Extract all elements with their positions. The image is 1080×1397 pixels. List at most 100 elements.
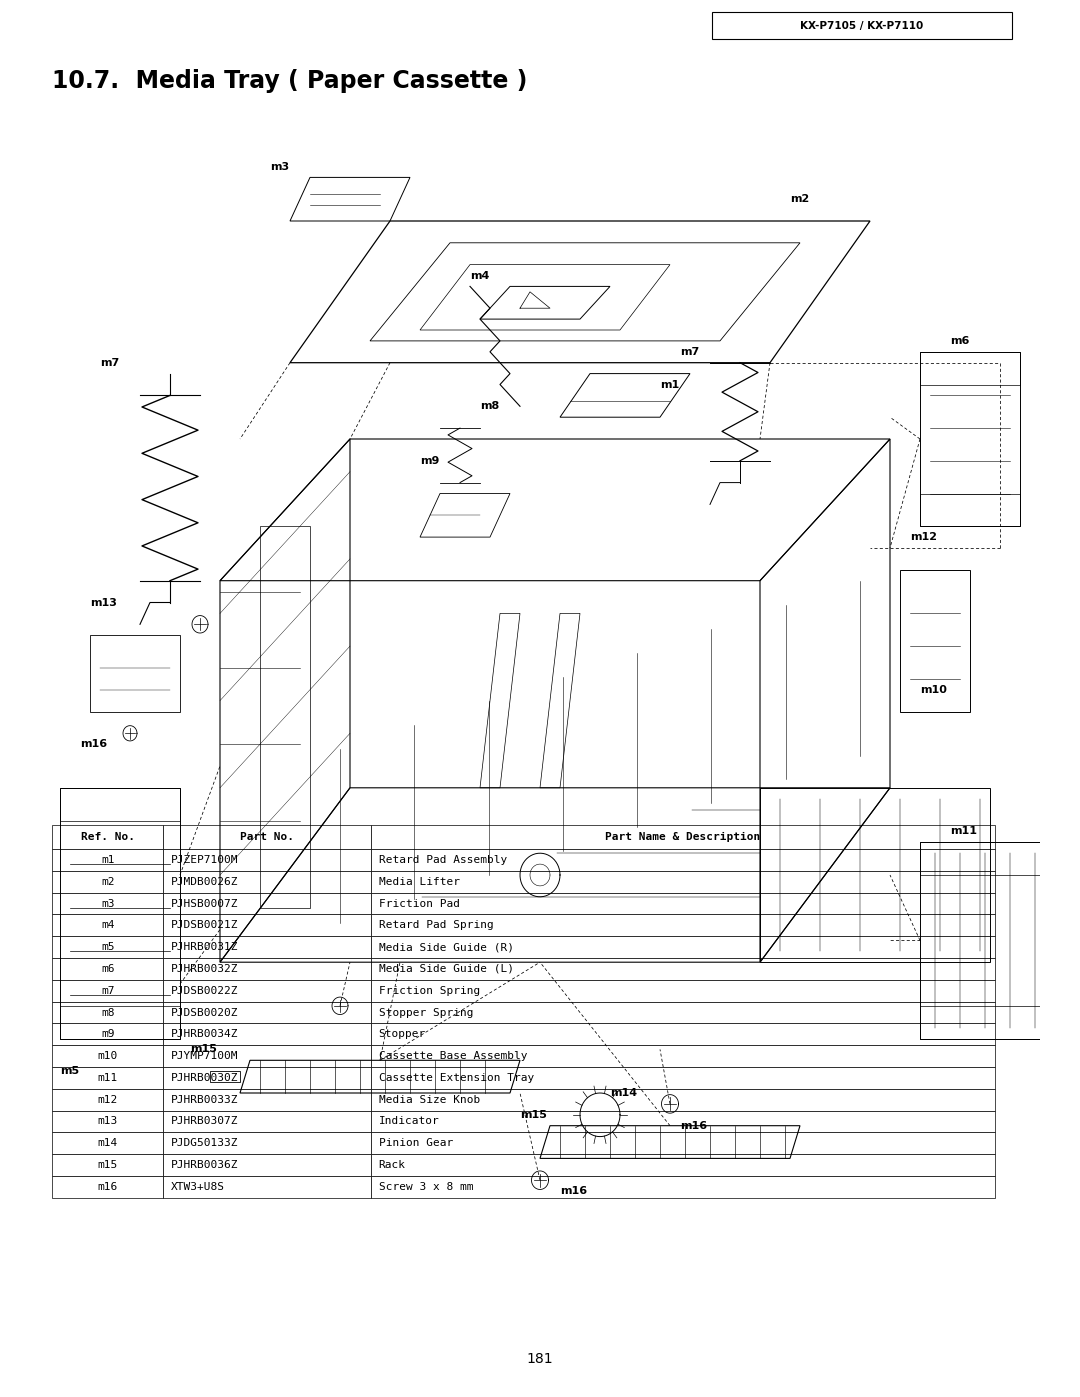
- Text: Media Size Knob: Media Size Knob: [379, 1095, 480, 1105]
- Bar: [163, 1045, 370, 1067]
- Text: m16: m16: [80, 739, 107, 749]
- Bar: [163, 1176, 370, 1197]
- Bar: [52, 1176, 163, 1197]
- Bar: [163, 979, 370, 1002]
- Bar: [370, 826, 995, 849]
- Bar: [52, 870, 163, 893]
- Text: PJZEP7100M: PJZEP7100M: [172, 855, 239, 865]
- Bar: [370, 870, 995, 893]
- Bar: [163, 1088, 370, 1111]
- Bar: [52, 1088, 163, 1111]
- Text: PJHRB0307Z: PJHRB0307Z: [172, 1116, 239, 1126]
- Text: m7: m7: [100, 986, 114, 996]
- Bar: [370, 1088, 995, 1111]
- Text: Indicator: Indicator: [379, 1116, 440, 1126]
- Bar: [163, 1024, 370, 1045]
- Text: m6: m6: [950, 335, 970, 346]
- Bar: [163, 958, 370, 979]
- Bar: [52, 1133, 163, 1154]
- Bar: [370, 1111, 995, 1133]
- Bar: [163, 893, 370, 915]
- Text: m9: m9: [420, 455, 440, 465]
- Text: m1: m1: [660, 380, 679, 390]
- Bar: [370, 1154, 995, 1176]
- Text: m15: m15: [97, 1160, 118, 1171]
- Bar: [52, 1002, 163, 1024]
- Bar: [163, 870, 370, 893]
- Text: m2: m2: [789, 194, 809, 204]
- Text: Media Side Guide (L): Media Side Guide (L): [379, 964, 514, 974]
- Bar: [163, 1067, 370, 1088]
- Text: PJHRB0030Z: PJHRB0030Z: [172, 1073, 239, 1083]
- Bar: [163, 826, 370, 849]
- Text: m13: m13: [97, 1116, 118, 1126]
- Bar: [370, 979, 995, 1002]
- Text: PJHRB0034Z: PJHRB0034Z: [172, 1030, 239, 1039]
- Text: m15: m15: [190, 1045, 217, 1055]
- Bar: [52, 915, 163, 936]
- Text: m8: m8: [480, 401, 499, 411]
- Text: PJDSB0021Z: PJDSB0021Z: [172, 921, 239, 930]
- Bar: [52, 1067, 163, 1088]
- Text: m10: m10: [920, 685, 947, 694]
- Text: PJDG50133Z: PJDG50133Z: [172, 1139, 239, 1148]
- Text: m5: m5: [100, 942, 114, 953]
- Text: PJDSB0020Z: PJDSB0020Z: [172, 1007, 239, 1017]
- Bar: [370, 1002, 995, 1024]
- Bar: [370, 1045, 995, 1067]
- Bar: [52, 1045, 163, 1067]
- Text: m9: m9: [100, 1030, 114, 1039]
- Text: m14: m14: [97, 1139, 118, 1148]
- Bar: [52, 979, 163, 1002]
- Text: PJHRB0031Z: PJHRB0031Z: [172, 942, 239, 953]
- Text: m7: m7: [680, 346, 699, 356]
- Text: PJDSB0022Z: PJDSB0022Z: [172, 986, 239, 996]
- Text: Stopper Spring: Stopper Spring: [379, 1007, 473, 1017]
- Text: m3: m3: [270, 162, 289, 172]
- Text: m6: m6: [100, 964, 114, 974]
- Bar: [52, 1111, 163, 1133]
- Text: m12: m12: [97, 1095, 118, 1105]
- Text: m16: m16: [561, 1186, 588, 1196]
- Bar: [52, 893, 163, 915]
- Text: m4: m4: [470, 271, 489, 281]
- Text: Friction Pad: Friction Pad: [379, 898, 460, 908]
- Bar: [370, 1024, 995, 1045]
- Text: KX-P7105 / KX-P7110: KX-P7105 / KX-P7110: [800, 21, 923, 31]
- Text: Retard Pad Spring: Retard Pad Spring: [379, 921, 494, 930]
- Text: Media Lifter: Media Lifter: [379, 877, 460, 887]
- Text: Rack: Rack: [379, 1160, 406, 1171]
- Bar: [163, 915, 370, 936]
- Text: Cassette Base Assembly: Cassette Base Assembly: [379, 1051, 527, 1062]
- Text: PJYMP7100M: PJYMP7100M: [172, 1051, 239, 1062]
- Text: m14: m14: [610, 1088, 637, 1098]
- Text: 10.7.  Media Tray ( Paper Cassette ): 10.7. Media Tray ( Paper Cassette ): [52, 68, 527, 94]
- Text: m15: m15: [519, 1109, 546, 1120]
- Text: m7: m7: [100, 358, 119, 367]
- Bar: [370, 915, 995, 936]
- Text: Retard Pad Assembly: Retard Pad Assembly: [379, 855, 507, 865]
- Bar: [52, 936, 163, 958]
- Text: m8: m8: [100, 1007, 114, 1017]
- Text: m10: m10: [97, 1051, 118, 1062]
- Bar: [370, 1067, 995, 1088]
- Text: m2: m2: [100, 877, 114, 887]
- Bar: [370, 893, 995, 915]
- Text: PJHRB0032Z: PJHRB0032Z: [172, 964, 239, 974]
- Bar: [370, 1133, 995, 1154]
- Text: PJHRB0033Z: PJHRB0033Z: [172, 1095, 239, 1105]
- Text: Stopper: Stopper: [379, 1030, 426, 1039]
- Text: Pinion Gear: Pinion Gear: [379, 1139, 453, 1148]
- Text: Screw 3 x 8 mm: Screw 3 x 8 mm: [379, 1182, 473, 1192]
- Text: m16: m16: [97, 1182, 118, 1192]
- Text: Cassette Extension Tray: Cassette Extension Tray: [379, 1073, 534, 1083]
- Text: m3: m3: [100, 898, 114, 908]
- Bar: [370, 958, 995, 979]
- Text: m16: m16: [680, 1120, 707, 1130]
- Bar: [163, 936, 370, 958]
- Bar: [163, 1002, 370, 1024]
- Text: m4: m4: [100, 921, 114, 930]
- Text: Part Name & Description: Part Name & Description: [605, 833, 760, 842]
- Bar: [52, 1154, 163, 1176]
- Bar: [163, 849, 370, 870]
